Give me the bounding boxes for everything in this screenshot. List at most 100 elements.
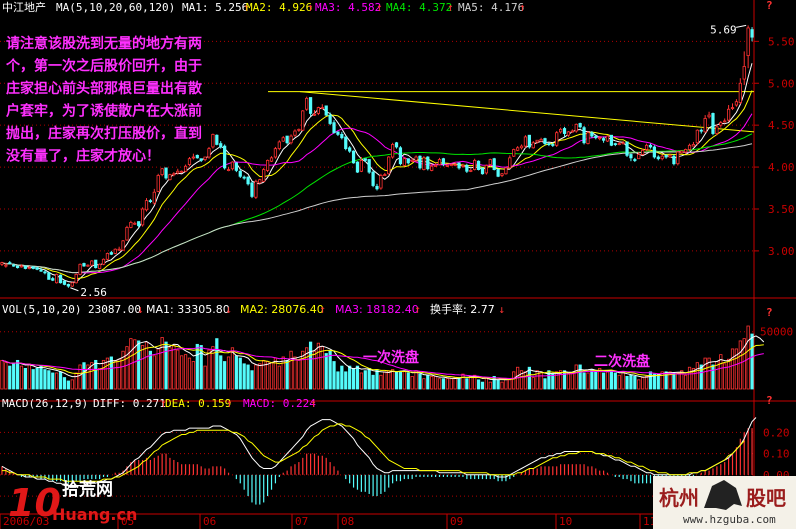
- annotation-line: 庄家担心前头部那根巨量出有散: [6, 80, 203, 97]
- candle-body: [242, 176, 246, 179]
- volume-bar: [465, 378, 469, 390]
- candle-body: [336, 131, 340, 135]
- candle-body: [516, 147, 520, 151]
- candle-body: [94, 259, 98, 269]
- volume-bar: [215, 338, 219, 390]
- candle-body: [297, 128, 301, 131]
- price-ma-arrow: ↑: [519, 1, 526, 14]
- candle-body: [699, 129, 703, 132]
- candle-body: [422, 157, 426, 170]
- macd-header-item-3: MACD: 0.224: [243, 397, 316, 410]
- volume-bar: [469, 376, 473, 390]
- candle-body: [418, 155, 422, 169]
- candle-body: [55, 273, 59, 284]
- candle-body: [215, 134, 219, 145]
- volume-bar: [277, 365, 281, 390]
- candle-body: [703, 118, 707, 133]
- vol-arrow: ↓: [137, 303, 144, 316]
- vol-header-arrow: ↓: [225, 303, 232, 316]
- volume-bar: [336, 371, 340, 390]
- candle-body: [379, 175, 383, 189]
- candle-body: [15, 265, 20, 269]
- candle-body: [363, 158, 367, 161]
- volume-bar: [367, 367, 371, 390]
- candle-body: [281, 137, 285, 142]
- stock-name: 中江地产: [2, 0, 46, 14]
- candle-body: [734, 101, 739, 106]
- candle-body: [672, 155, 676, 165]
- price-ma-value-3: MA3: 4.582: [315, 1, 381, 14]
- volume-bar: [301, 350, 305, 390]
- volume-bar: [742, 338, 746, 390]
- vol-header-item-4: 换手率: 2.77: [430, 302, 495, 316]
- volume-bar: [254, 364, 258, 390]
- volume-bar: [410, 376, 414, 390]
- candle-body: [426, 156, 430, 170]
- volume-bar: [566, 373, 571, 390]
- candle-body: [500, 173, 504, 176]
- candle-body: [285, 135, 289, 144]
- volume-bar: [422, 378, 426, 390]
- volume-bar: [621, 372, 625, 390]
- volume-bar: [320, 346, 324, 390]
- volume-bar: [238, 357, 242, 390]
- volume-bar: [496, 379, 500, 390]
- candle-body: [551, 144, 555, 146]
- vol-tick-label: 50000: [760, 326, 793, 339]
- volume-bar: [680, 370, 684, 390]
- volume-bar: [105, 357, 110, 390]
- candle-body: [351, 150, 356, 164]
- candle-body: [133, 222, 137, 225]
- candle-body: [113, 248, 117, 254]
- volume-bar: [31, 369, 35, 390]
- candle-body: [574, 123, 578, 132]
- volume-bar: [19, 365, 24, 390]
- volume-bar: [734, 348, 739, 390]
- volume-bar: [351, 367, 356, 390]
- price-ma-value-5: MA5: 4.176: [458, 1, 524, 14]
- volume-bar: [15, 359, 20, 390]
- volume-bar: [47, 370, 51, 390]
- candle-body: [180, 170, 184, 173]
- vol-params: VOL(5,10,20): [2, 303, 81, 316]
- macd-params: MACD(26,12,9): [2, 397, 88, 410]
- volume-bar: [547, 370, 551, 390]
- candle-body: [590, 132, 594, 137]
- candle-body: [441, 158, 446, 165]
- volume-bar: [449, 378, 453, 390]
- candle-body: [105, 253, 110, 260]
- volume-bar: [660, 371, 664, 390]
- macd-diff-line: [1, 417, 757, 486]
- volume-bar: [562, 370, 567, 390]
- candle-body: [648, 144, 653, 148]
- candle-body: [684, 149, 688, 153]
- candle-body: [519, 145, 524, 149]
- candle-body: [730, 107, 735, 109]
- volume-bar: [137, 340, 141, 390]
- candle-body: [508, 157, 512, 169]
- candle-body: [687, 144, 692, 150]
- volume-bar: [78, 364, 82, 390]
- volume-bar: [316, 342, 321, 390]
- volume-bar: [570, 372, 574, 390]
- volume-bar: [539, 371, 543, 390]
- candle-body: [312, 113, 317, 116]
- volume-bar: [387, 370, 391, 390]
- volume-bar: [371, 374, 375, 390]
- candle-body: [559, 128, 563, 133]
- candle-body: [660, 155, 664, 160]
- volume-bar: [156, 348, 160, 390]
- candle-body: [457, 162, 461, 169]
- volume-bar: [555, 371, 559, 390]
- volume-bar: [684, 374, 688, 390]
- candle-body: [226, 169, 231, 171]
- candle-body: [148, 200, 153, 203]
- volume-bar: [609, 370, 614, 390]
- macd-tick-label: 0.20: [763, 426, 790, 439]
- candle-body: [35, 267, 39, 270]
- volume-bar: [625, 376, 629, 390]
- candle-body: [0, 262, 4, 265]
- candle-body: [277, 141, 281, 150]
- volume-bar: [90, 362, 94, 390]
